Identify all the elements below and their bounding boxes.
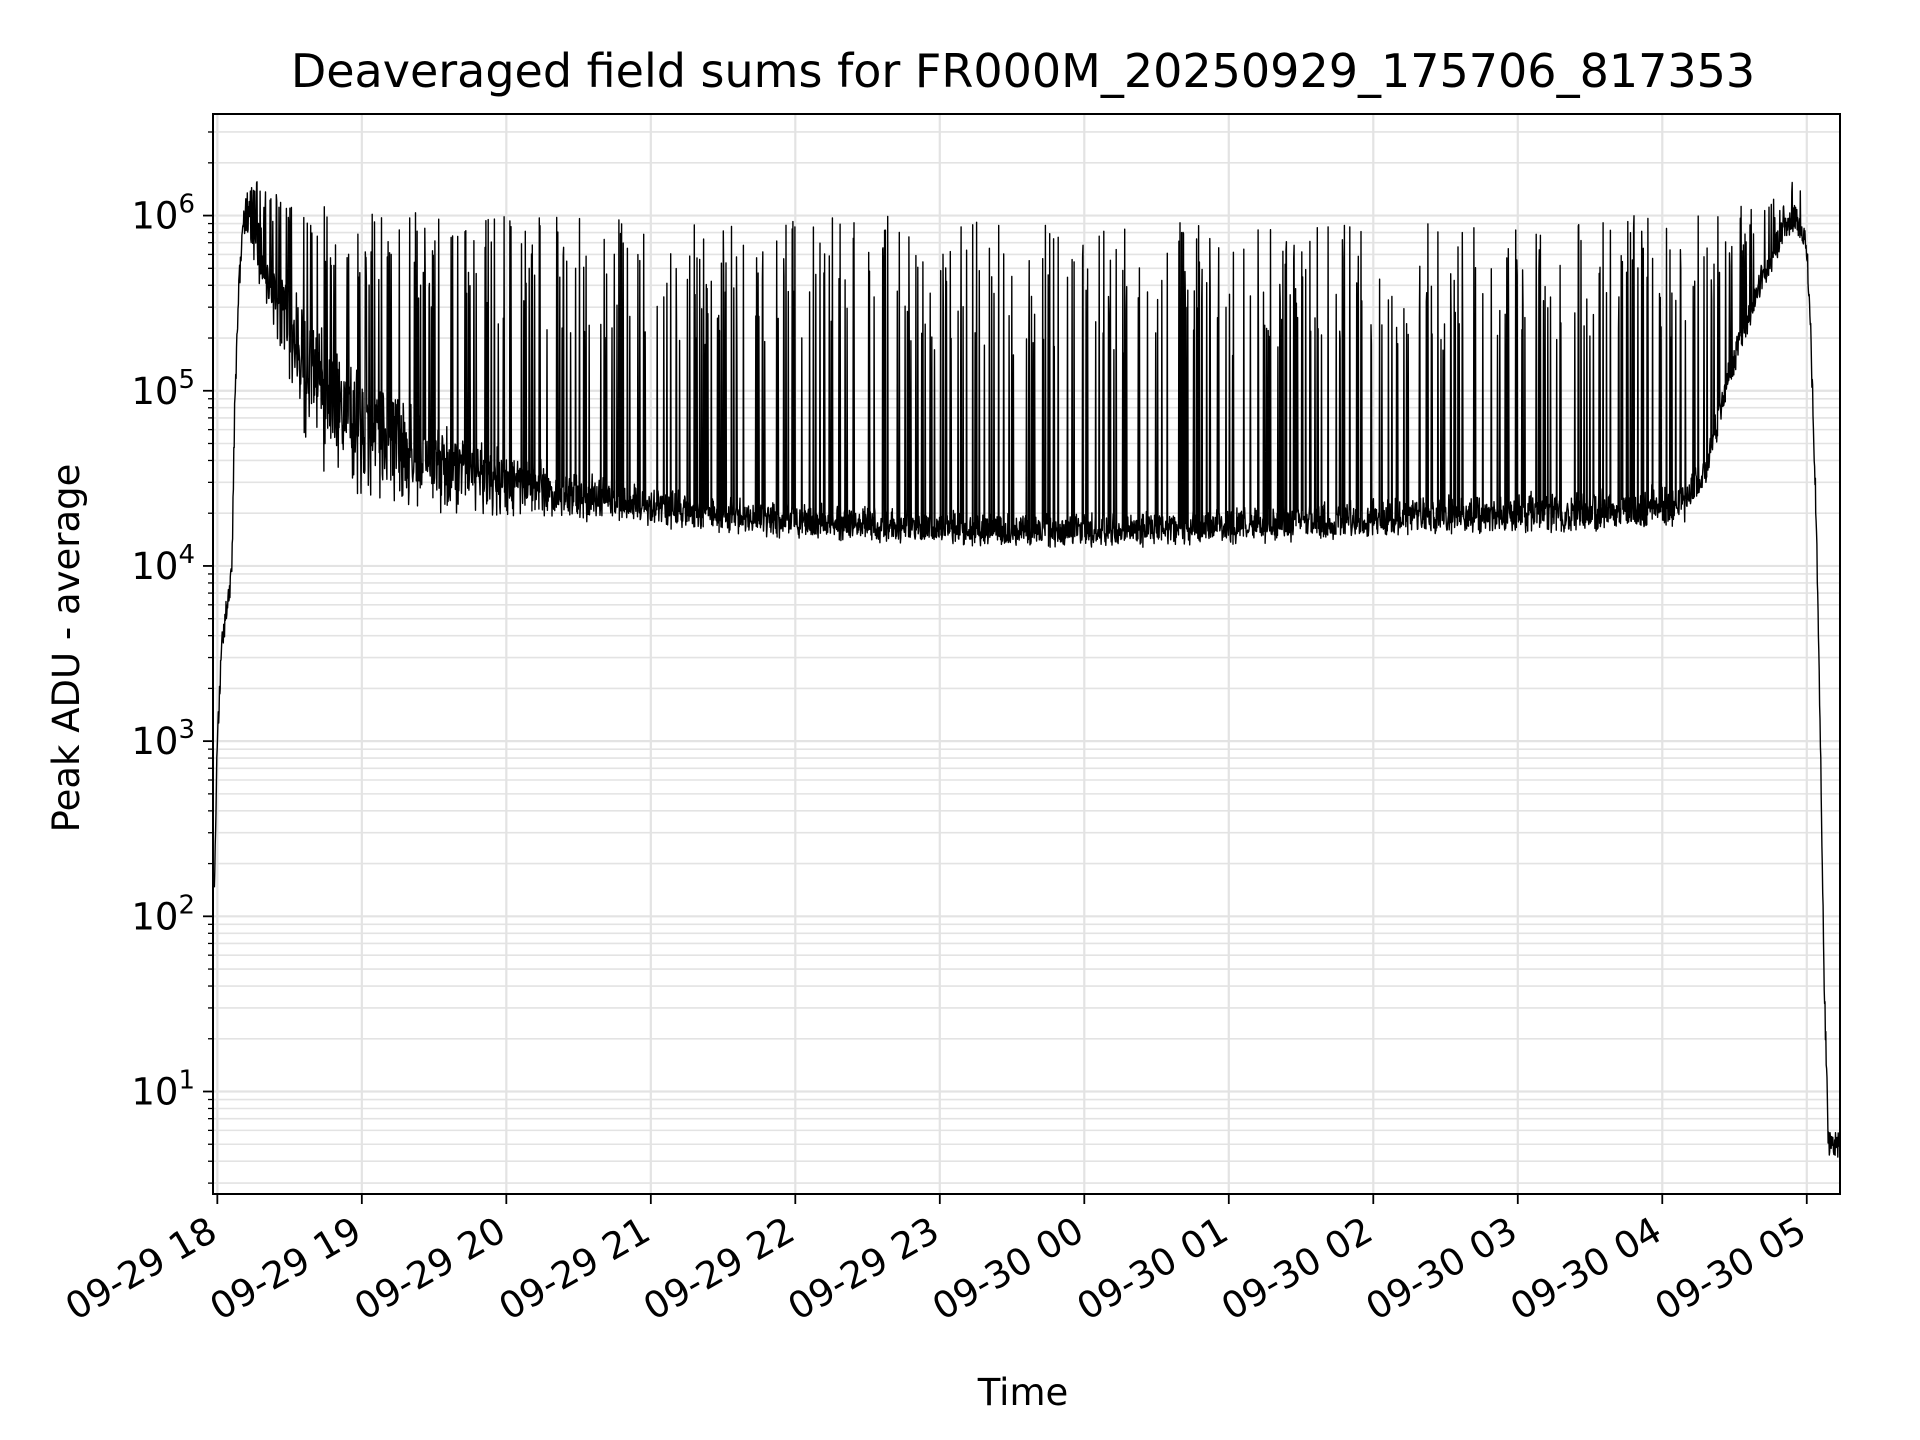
y-tick-label: 103	[131, 715, 195, 763]
y-tick-label: 104	[131, 540, 195, 588]
grid	[213, 114, 1840, 1194]
y-tick-label: 106	[131, 190, 195, 238]
series-line	[213, 181, 1840, 1158]
y-tick-label: 102	[131, 890, 195, 938]
y-tick-label: 105	[131, 365, 195, 413]
plot-frame	[212, 113, 1841, 1195]
chart-title: Deaveraged field sums for FR000M_2025092…	[291, 44, 1755, 98]
y-tick-label: 101	[131, 1066, 195, 1114]
y-axis-label: Peak ADU - average	[45, 464, 88, 833]
series-group	[213, 181, 1840, 1158]
x-axis-label: Time	[977, 1371, 1069, 1414]
